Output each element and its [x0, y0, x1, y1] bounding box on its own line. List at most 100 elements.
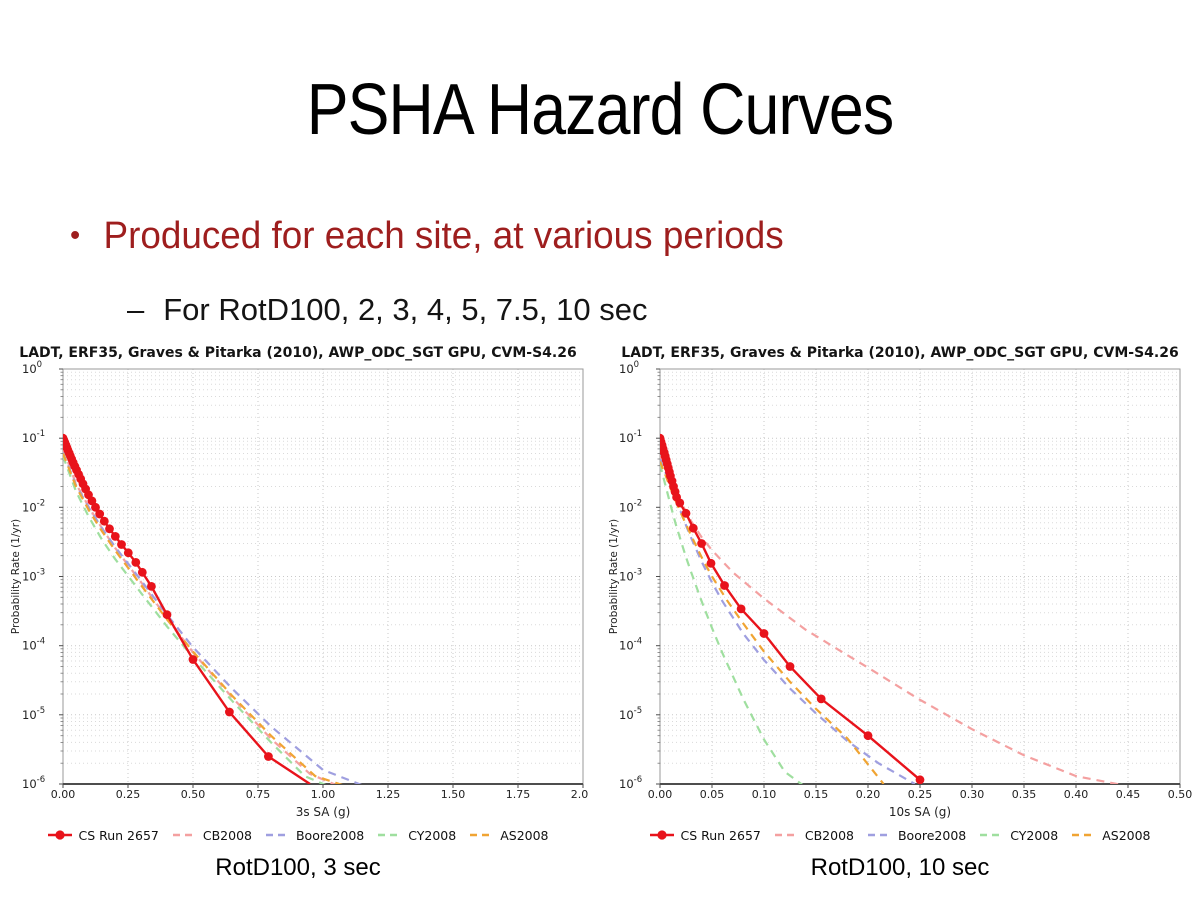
data-point-marker [720, 581, 729, 590]
y-axis-label: Probability Rate (1/yr) [10, 519, 22, 634]
sub-bullet-line: – For RotD100, 2, 3, 4, 5, 7.5, 10 sec [127, 292, 647, 328]
x-tick-label: 0.30 [960, 788, 985, 801]
y-tick-label: 10-3 [619, 568, 642, 584]
hazard-curve-cs-run-2657 [660, 437, 921, 781]
hazard-curve-cs-run-2657 [63, 437, 311, 784]
dashed-line-swatch-icon [774, 833, 799, 837]
data-point-marker [688, 523, 698, 533]
x-tick-label: 0.05 [700, 788, 725, 801]
legend-label: AS2008 [1102, 827, 1151, 843]
legend-item-cy2008: CY2008 [377, 828, 456, 843]
dashed-line-swatch-icon [172, 833, 197, 837]
data-point-marker [785, 662, 795, 671]
legend-item-boore2008: Boore2008 [867, 828, 966, 843]
y-tick-label: 10-1 [22, 429, 45, 445]
data-point-marker [87, 496, 97, 506]
x-tick-label: 1.25 [376, 788, 401, 801]
data-point-marker [188, 655, 198, 664]
data-point-marker [95, 509, 105, 519]
bullet-line: • Produced for each site, at various peri… [70, 215, 784, 258]
data-point-marker [117, 540, 126, 549]
legend-label: CB2008 [804, 827, 854, 843]
hazard-chart-3s-caption: RotD100, 3 sec [215, 854, 381, 881]
hazard-curve-cb2008 [63, 448, 337, 784]
data-point-marker [736, 604, 746, 614]
data-point-marker [162, 610, 172, 620]
data-point-marker [147, 582, 156, 591]
hazard-chart-10s: LADT, ERF35, Graves & Pitarka (2010), AW… [606, 343, 1194, 882]
hazard-curve-cy2008 [63, 455, 327, 784]
y-tick-label: 10-4 [22, 637, 45, 653]
hazard-curve-boore2008 [63, 452, 363, 784]
dashed-line-swatch-icon [867, 833, 892, 837]
data-point-marker [91, 502, 100, 512]
y-tick-label: 100 [619, 360, 639, 376]
x-tick-label: 0.20 [856, 788, 881, 801]
x-tick-label: 0.50 [1168, 788, 1193, 801]
hazard-chart-3s-legend: CS Run 2657 CB2008 Boore2008 CY2008 AS2008 [47, 825, 549, 845]
legend-label: AS2008 [500, 827, 549, 843]
y-tick-label: 10-3 [22, 568, 45, 584]
data-point-marker [123, 548, 133, 558]
data-point-marker [225, 707, 234, 717]
legend-label: CS Run 2657 [680, 827, 761, 843]
x-tick-label: 2.00 [571, 788, 588, 801]
y-tick-label: 10-1 [619, 429, 642, 445]
x-tick-label: 0.35 [1012, 788, 1037, 801]
hazard-chart-10s-plot: LADT, ERF35, Graves & Pitarka (2010), AW… [608, 345, 1193, 819]
x-tick-label: 1.75 [506, 788, 531, 801]
x-tick-label: 0.00 [648, 788, 673, 801]
data-point-marker [137, 567, 147, 577]
dashed-line-swatch-icon [1072, 833, 1097, 837]
x-axis-label: 3s SA (g) [296, 805, 351, 819]
y-tick-label: 10-4 [619, 637, 642, 653]
hazard-curve-cb2008 [660, 455, 1123, 784]
data-point-marker [110, 532, 120, 541]
data-point-marker [105, 524, 114, 534]
x-tick-label: 0.25 [908, 788, 933, 801]
line-marker-swatch-icon [650, 830, 675, 840]
hazard-curve-as2008 [660, 461, 885, 784]
data-point-marker [915, 775, 925, 784]
hazard-chart-3s: LADT, ERF35, Graves & Pitarka (2010), AW… [8, 343, 588, 882]
chart-title: LADT, ERF35, Graves & Pitarka (2010), AW… [621, 345, 1178, 361]
legend-item-cb2008: CB2008 [172, 828, 252, 843]
legend-label: Boore2008 [897, 827, 967, 843]
y-tick-label: 10-6 [22, 775, 45, 791]
dashed-line-swatch-icon [265, 833, 290, 837]
hazard-chart-10s-caption: RotD100, 10 sec [810, 854, 990, 881]
data-point-marker [675, 498, 685, 508]
grid [62, 368, 584, 785]
legend-item-cb2008: CB2008 [774, 828, 854, 843]
y-axis-label: Probability Rate (1/yr) [608, 519, 620, 634]
x-tick-label: 1.00 [311, 788, 336, 801]
hazard-chart-10s-legend: CS Run 2657 CB2008 Boore2008 CY2008 AS2008 [649, 825, 1151, 845]
data-point-marker [816, 694, 826, 704]
legend-label: CB2008 [202, 827, 252, 843]
data-point-marker [131, 558, 141, 567]
axis-ticks [59, 368, 584, 788]
y-tick-label: 10-6 [619, 775, 642, 791]
y-tick-label: 10-5 [619, 706, 642, 722]
x-axis-label: 10s SA (g) [889, 805, 951, 819]
series-group [63, 433, 363, 784]
legend-item-as2008: AS2008 [469, 827, 549, 843]
hazard-chart-3s-plot: LADT, ERF35, Graves & Pitarka (2010), AW… [10, 345, 588, 819]
slide-title: PSHA Hazard Curves [306, 70, 894, 150]
bullet-icon: • [70, 219, 81, 252]
y-tick-label: 10-5 [22, 706, 45, 722]
y-tick-label: 100 [22, 360, 42, 376]
y-tick-label: 10-2 [22, 498, 45, 514]
legend-label: CY2008 [1010, 827, 1059, 843]
hazard-curve-cy2008 [660, 463, 804, 784]
bullet-text: Produced for each site, at various perio… [103, 215, 784, 257]
x-tick-label: 0.45 [1116, 788, 1141, 801]
x-tick-label: 0.75 [246, 788, 271, 801]
data-point-marker [697, 539, 706, 548]
data-point-marker [759, 629, 769, 638]
data-point-marker [681, 508, 691, 518]
dash-icon: – [127, 292, 145, 327]
legend-item-cy2008: CY2008 [979, 828, 1058, 843]
dashed-line-swatch-icon [470, 833, 495, 837]
data-point-marker [706, 558, 716, 568]
